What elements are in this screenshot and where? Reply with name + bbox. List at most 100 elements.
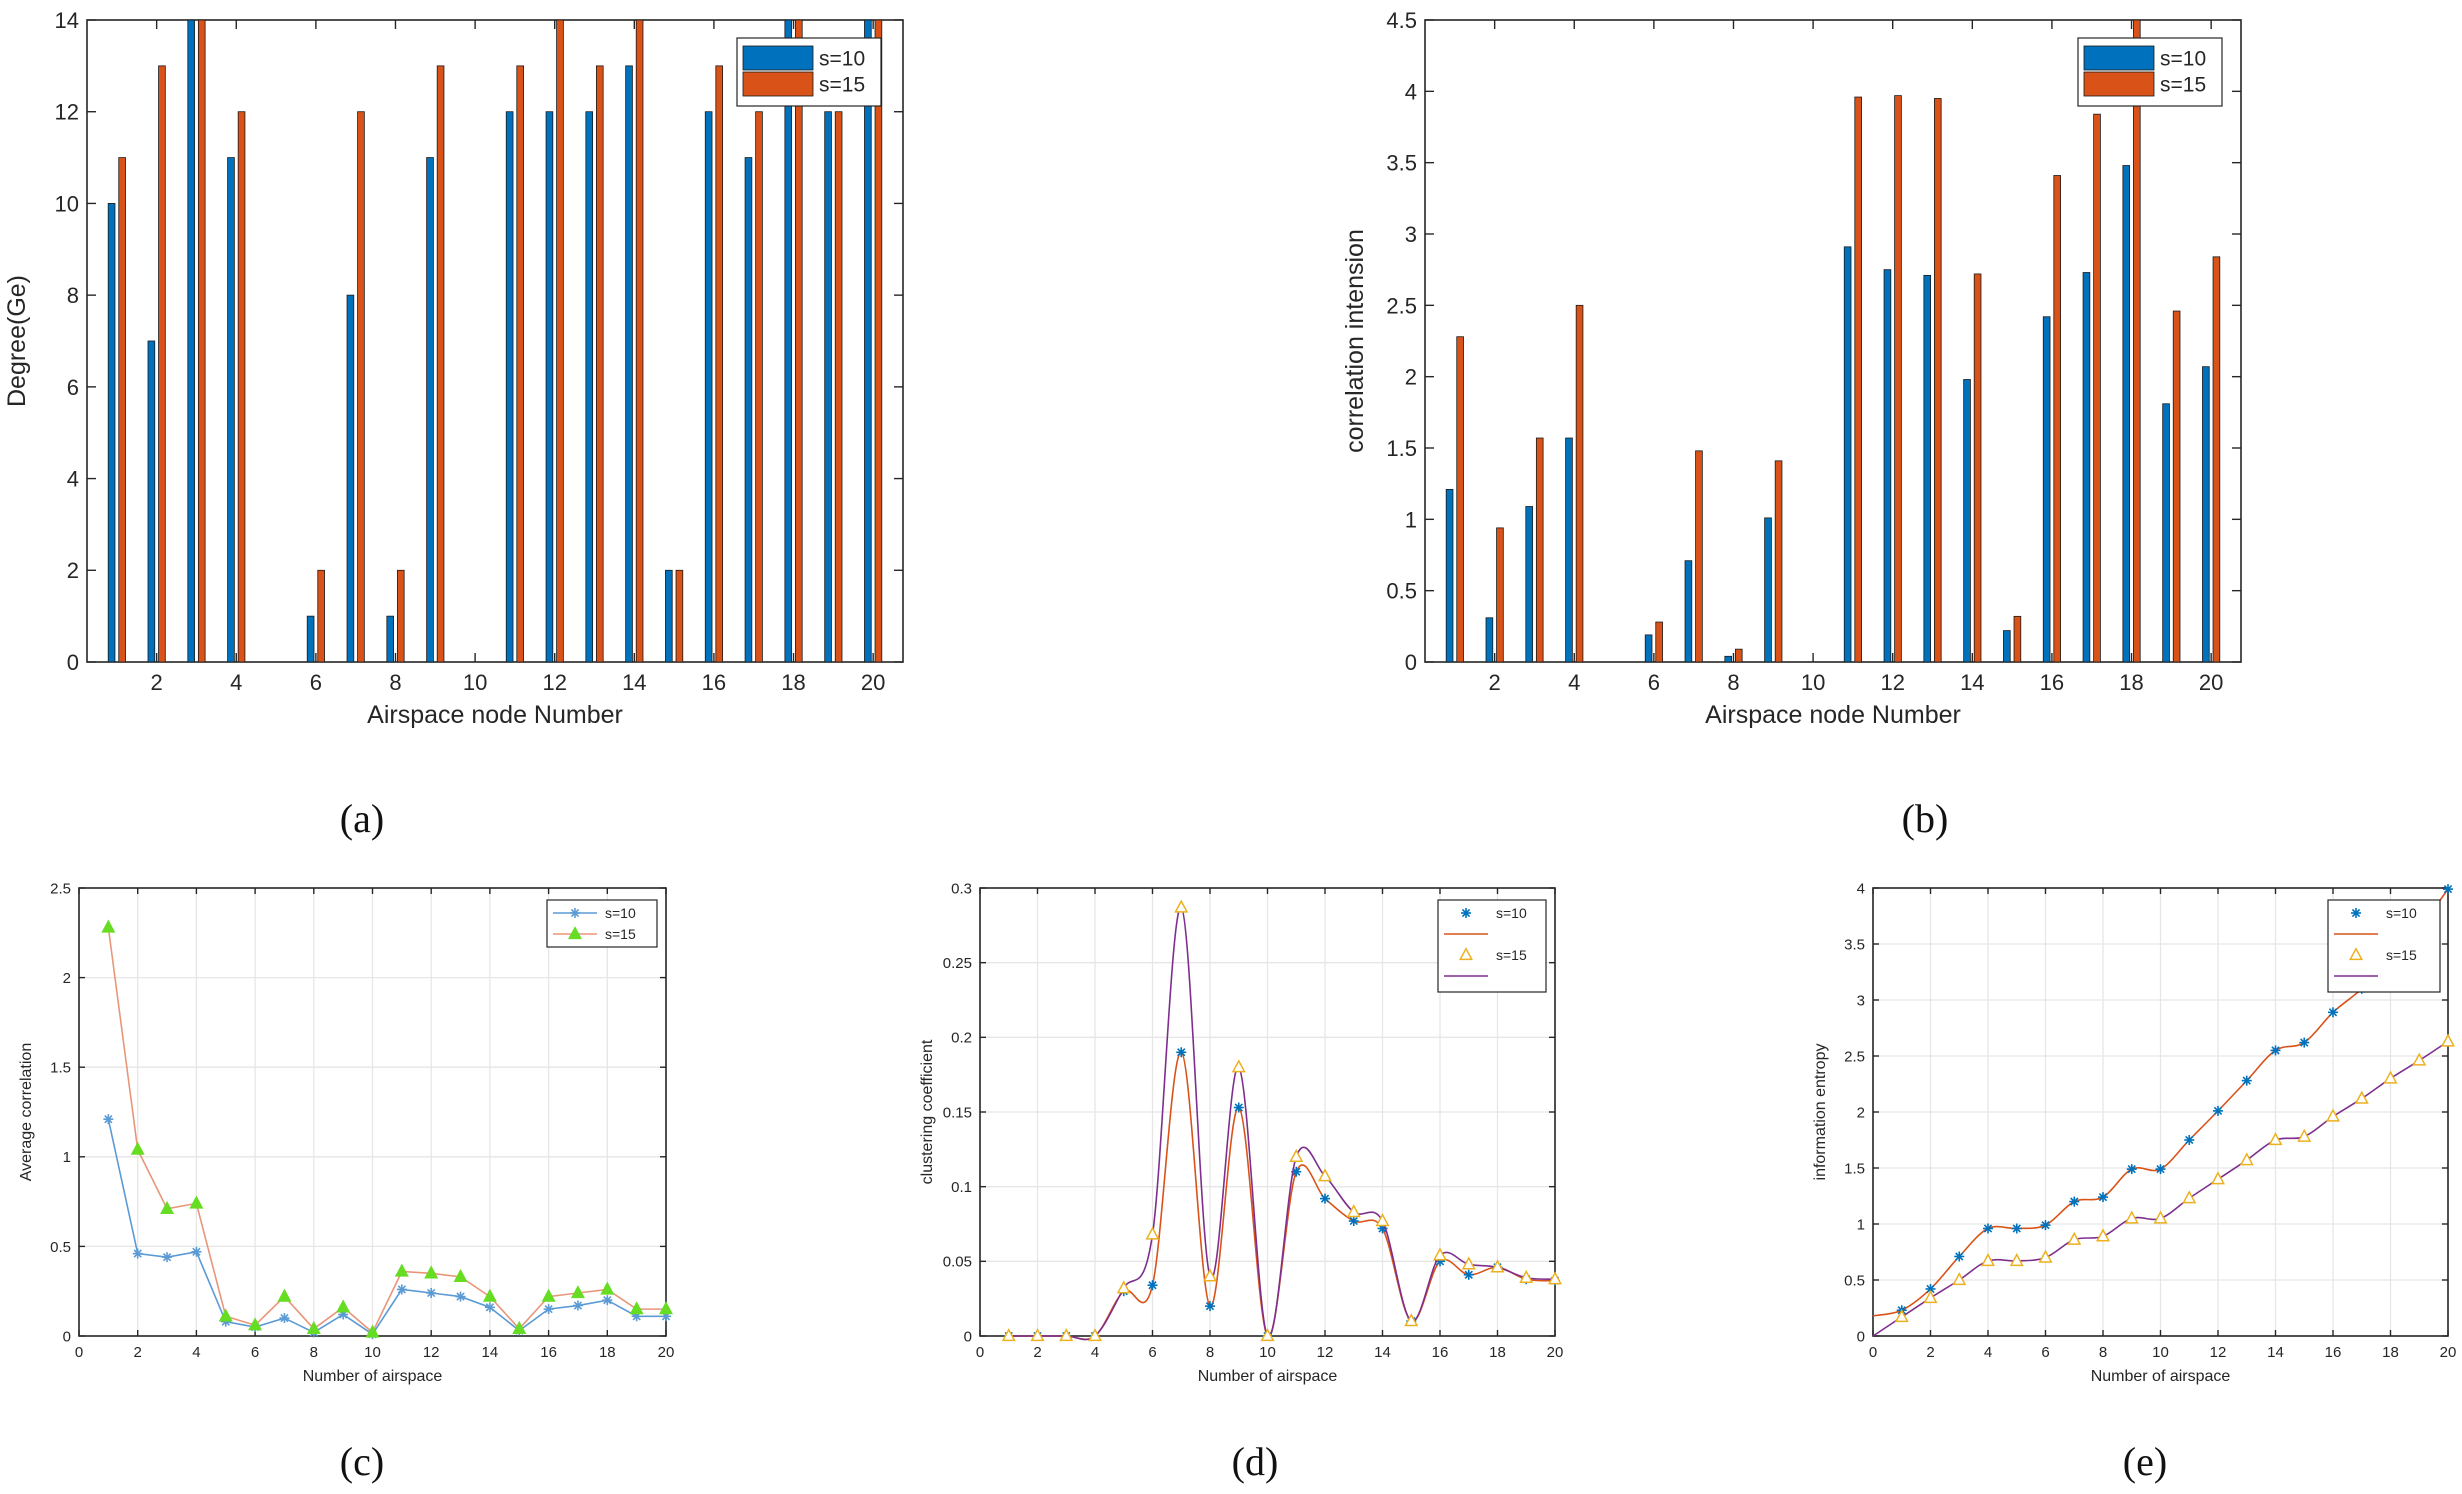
- data-point: [2011, 1223, 2022, 1234]
- data-point: [572, 1300, 583, 1311]
- data-point: [2440, 1033, 2456, 1047]
- bar: [545, 111, 554, 663]
- plot-frame: [86, 19, 904, 663]
- bar: [1734, 648, 1743, 663]
- data-point: [482, 1288, 497, 1302]
- caption-c: (c): [340, 1439, 384, 1484]
- bar: [187, 19, 195, 663]
- bar-series-s15: [1456, 19, 2221, 663]
- data-point: [2009, 1253, 2024, 1267]
- data-point: [2098, 1192, 2108, 1203]
- data-point: [2182, 1190, 2197, 1204]
- data-point: [2213, 1105, 2223, 1116]
- bar: [2082, 272, 2091, 663]
- legend-label: s=15: [605, 926, 636, 942]
- y-tick-label: 0: [67, 650, 79, 675]
- y-tick-label: 0.15: [943, 1104, 972, 1121]
- data-point: [1375, 1213, 1390, 1227]
- y-tick-label: 0.25: [943, 955, 972, 972]
- y-axis-title: Average correlation: [18, 1043, 35, 1181]
- y-tick-label: 3: [1857, 992, 1865, 1009]
- x-tick-label: 16: [540, 1344, 557, 1361]
- bar: [556, 19, 564, 663]
- y-tick-label: 0.5: [1844, 1272, 1865, 1289]
- x-tick-label: 18: [2119, 670, 2143, 695]
- y-tick-label: 0.2: [951, 1030, 972, 1047]
- data-point: [189, 1195, 204, 1209]
- x-tick-label: 2: [151, 670, 163, 695]
- y-axis-title: Degree(Ge): [3, 275, 31, 407]
- y-tick-label: 1: [1857, 1216, 1865, 1233]
- data-point: [1030, 1328, 1045, 1342]
- panel-c: 0 2 4 6 8 10 12 14 16 18 20 0 0.5 1 1.5 2 2.5 Number of a…: [18, 880, 674, 1385]
- bar: [158, 65, 166, 663]
- legend-label: s=15: [2160, 74, 2206, 97]
- x-tick-label: 18: [2382, 1344, 2399, 1361]
- data-point: [1289, 1148, 1304, 1162]
- data-point: [2299, 1037, 2310, 1048]
- data-point: [1059, 1328, 1074, 1342]
- bar-series-s15: [118, 19, 883, 663]
- bar: [2093, 113, 2101, 663]
- legend: s=10 s=15: [1437, 899, 1547, 993]
- caption-b: (b): [1902, 796, 1949, 841]
- x-tick-label: 2: [1489, 670, 1501, 695]
- data-point: [1001, 1328, 1016, 1342]
- y-tick-label: 0: [1857, 1328, 1865, 1345]
- x-tick-label: 16: [702, 670, 726, 695]
- series-line: [1008, 1051, 1556, 1341]
- bar: [2053, 175, 2061, 663]
- bar-series-s10: [1445, 165, 2210, 663]
- legend-label: s=10: [2386, 905, 2417, 921]
- legend-swatch: [742, 45, 814, 71]
- x-tick-label: 0: [75, 1344, 83, 1361]
- data-point: [484, 1302, 495, 1313]
- x-tick-label: 14: [1960, 670, 1984, 695]
- y-tick-label: 10: [55, 191, 79, 216]
- legend: s=10 s=15: [736, 37, 882, 107]
- bar: [147, 340, 156, 663]
- data-point: [453, 1268, 468, 1283]
- data-point: [2297, 1128, 2312, 1142]
- panel-e: 0 2 4 6 8 10 12 14 16 18 20 0 0.5 1 1.5 2 2.5 3 3.5 4 Number…: [1812, 880, 2456, 1385]
- x-tick-label: 10: [364, 1344, 381, 1361]
- x-tick-label: 4: [1984, 1344, 1992, 1361]
- y-tick-label: 0: [63, 1328, 71, 1345]
- bar: [516, 65, 524, 663]
- data-point: [1320, 1193, 1330, 1204]
- legend: s=10 s=15: [2077, 37, 2223, 107]
- x-tick-label: 20: [861, 670, 885, 695]
- x-tick-label: 12: [1880, 670, 1904, 695]
- data-point: [191, 1246, 202, 1257]
- y-tick-label: 3.5: [1386, 151, 1417, 176]
- data-point: [1404, 1313, 1419, 1327]
- x-tick-label: 2: [1926, 1344, 1934, 1361]
- data-point: [1145, 1226, 1160, 1240]
- data-point: [1519, 1269, 1534, 1283]
- legend-label: s=15: [1496, 947, 1527, 963]
- bar: [1695, 450, 1703, 663]
- data-point: [2124, 1210, 2139, 1224]
- y-tick-label: 1.5: [1844, 1160, 1865, 1177]
- bar: [1535, 437, 1544, 663]
- y-tick-label: 1: [63, 1149, 71, 1166]
- data-point: [1202, 1268, 1218, 1282]
- x-tick-label: 10: [1801, 670, 1825, 695]
- x-tick-label: 20: [2199, 670, 2223, 695]
- bar: [1575, 304, 1584, 663]
- y-tick-label: 2: [63, 970, 71, 987]
- x-tick-label: 16: [2040, 670, 2064, 695]
- legend-label: s=10: [2160, 48, 2206, 71]
- bar: [1456, 336, 1464, 663]
- y-tick-label: 0: [1405, 650, 1417, 675]
- bar: [625, 65, 633, 663]
- bar: [834, 111, 843, 663]
- x-tick-label: 14: [622, 670, 646, 695]
- data-point: [512, 1320, 527, 1335]
- data-point: [629, 1301, 644, 1315]
- bar: [784, 19, 793, 663]
- data-point: [2155, 1164, 2166, 1175]
- legend-marker: [570, 908, 580, 918]
- legend-swatch: [742, 71, 814, 97]
- legend-swatch: [2083, 45, 2155, 71]
